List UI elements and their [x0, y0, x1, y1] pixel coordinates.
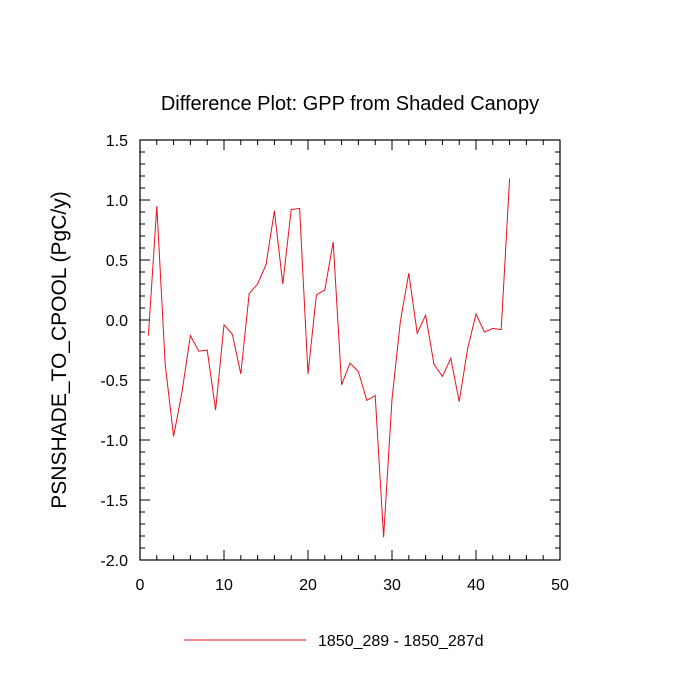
y-tick-label: -1.0 — [100, 433, 128, 450]
y-axis-label: PSNSHADE_TO_CPOOL (PgC/y) — [48, 191, 71, 508]
x-tick-label: 20 — [299, 577, 317, 594]
y-tick-label: -2.0 — [100, 553, 128, 570]
y-tick-labels: -2.0 -1.5 -1.0 -0.5 0.0 0.5 1.0 1.5 — [100, 133, 128, 570]
y-tick-label: -1.5 — [100, 493, 128, 510]
legend: 1850_289 - 1850_287d — [184, 633, 484, 650]
series-line — [147, 178, 511, 538]
major-ticks — [139, 139, 561, 561]
series-points — [148, 178, 509, 537]
x-tick-label: 40 — [467, 577, 485, 594]
x-tick-label: 0 — [136, 577, 145, 594]
minor-ticks — [140, 140, 560, 560]
y-tick-label: -0.5 — [100, 373, 128, 390]
plot-frame — [139, 139, 561, 561]
legend-label: 1850_289 - 1850_287d — [318, 633, 484, 650]
chart-title: Difference Plot: GPP from Shaded Canopy — [161, 93, 539, 115]
x-tick-label: 30 — [383, 577, 401, 594]
y-tick-label: 1.5 — [106, 133, 128, 150]
y-tick-label: 0.5 — [106, 253, 128, 270]
y-tick-label: 1.0 — [106, 193, 128, 210]
x-tick-label: 10 — [215, 577, 233, 594]
x-tick-label: 50 — [551, 577, 569, 594]
x-tick-labels: 0 10 20 30 40 50 — [136, 577, 569, 594]
y-tick-label: 0.0 — [106, 313, 128, 330]
